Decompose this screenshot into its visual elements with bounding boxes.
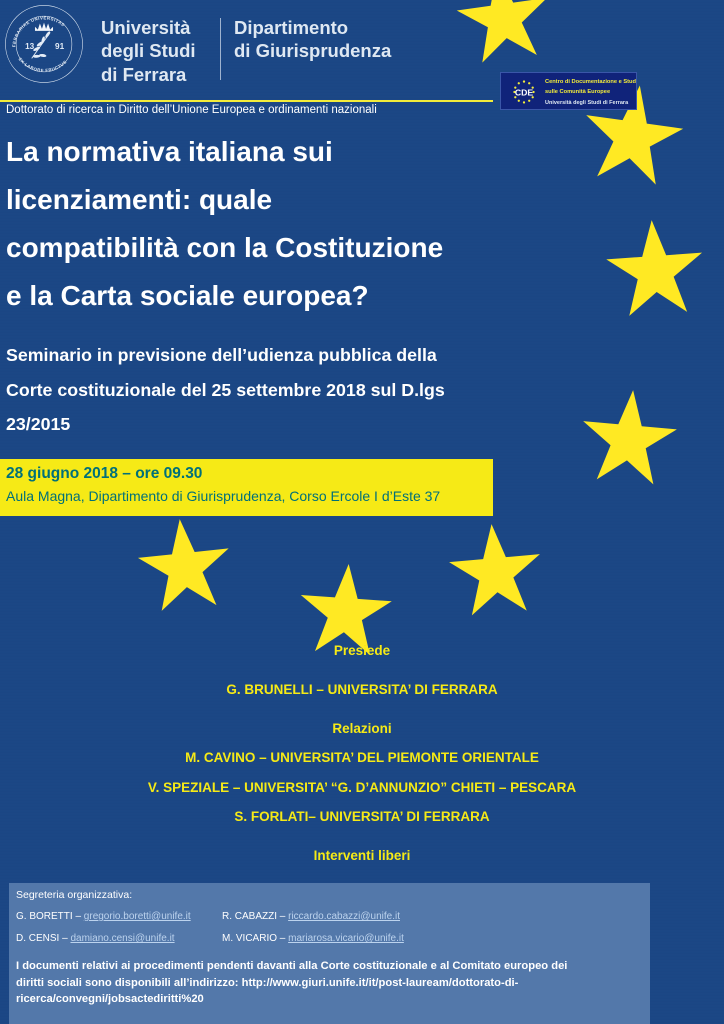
svg-text:91: 91 [55, 42, 65, 51]
svg-text:EX LABORE FRUCTUS: EX LABORE FRUCTUS [18, 57, 68, 73]
svg-text:CDE: CDE [515, 87, 534, 97]
svg-text:13: 13 [25, 42, 35, 51]
